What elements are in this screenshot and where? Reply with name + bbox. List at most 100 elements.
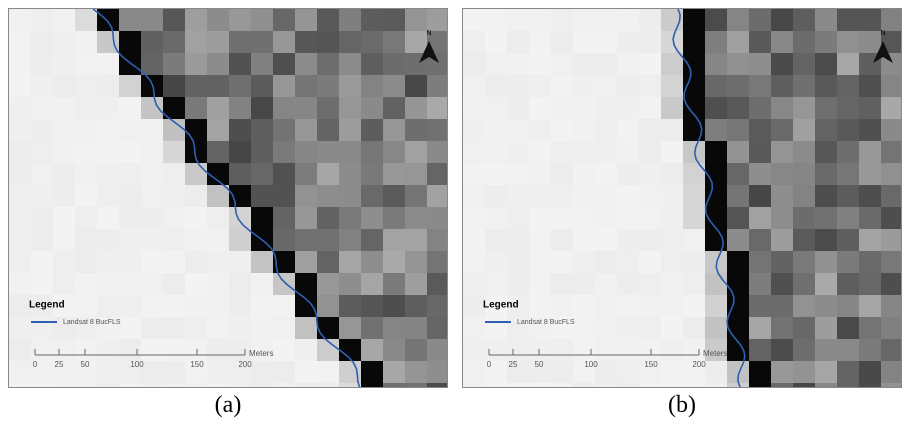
pixel [9, 339, 31, 361]
pixel [463, 229, 485, 251]
pixel [163, 273, 185, 295]
pixel [361, 163, 383, 185]
pixel [295, 9, 317, 31]
pixel [75, 9, 97, 31]
pixel [97, 97, 119, 119]
pixel [141, 53, 163, 75]
pixel [771, 361, 793, 383]
pixel [815, 141, 837, 163]
pixel [551, 361, 573, 383]
pixel [163, 75, 185, 97]
pixel [141, 383, 163, 387]
pixel [141, 141, 163, 163]
scale-label: 150 [190, 360, 204, 369]
pixel [339, 383, 361, 387]
pixel [551, 229, 573, 251]
pixel [771, 185, 793, 207]
pixel [119, 97, 141, 119]
north-arrow [419, 41, 439, 63]
pixel [881, 75, 901, 97]
pixel [815, 9, 837, 31]
pixel [617, 9, 639, 31]
pixel [793, 185, 815, 207]
pixel [207, 119, 229, 141]
pixel [881, 31, 901, 53]
pixel [405, 31, 427, 53]
pixel [339, 251, 361, 273]
pixel [339, 97, 361, 119]
pixel [427, 361, 447, 383]
pixel [383, 207, 405, 229]
pixel [837, 163, 859, 185]
pixel [251, 383, 273, 387]
pixel [295, 207, 317, 229]
pixel [53, 141, 75, 163]
pixel [573, 31, 595, 53]
pixel [31, 229, 53, 251]
pixel [705, 229, 727, 251]
pixel [163, 251, 185, 273]
pixel [507, 251, 529, 273]
pixel [361, 185, 383, 207]
pixel [595, 251, 617, 273]
pixel [463, 185, 485, 207]
pixel [207, 141, 229, 163]
pixel [361, 251, 383, 273]
pixel [463, 273, 485, 295]
pixel [529, 383, 551, 387]
pixel [361, 9, 383, 31]
pixel [97, 31, 119, 53]
pixel [595, 97, 617, 119]
pixel [617, 251, 639, 273]
pixel [837, 9, 859, 31]
pixel [141, 9, 163, 31]
pixel [683, 251, 705, 273]
pixel [9, 317, 31, 339]
pixel [793, 317, 815, 339]
pixel [31, 9, 53, 31]
pixel [31, 163, 53, 185]
pixel [771, 273, 793, 295]
pixel [463, 53, 485, 75]
pixel [163, 163, 185, 185]
pixel [427, 229, 447, 251]
pixel [273, 141, 295, 163]
pixel [529, 9, 551, 31]
scale-unit: Meters [703, 349, 727, 358]
pixel [463, 317, 485, 339]
pixel [339, 273, 361, 295]
pixel [573, 141, 595, 163]
scale-label: 0 [33, 360, 38, 369]
pixel [273, 383, 295, 387]
pixel [881, 339, 901, 361]
pixel [427, 31, 447, 53]
pixel [639, 53, 661, 75]
pixel [683, 229, 705, 251]
pixel [617, 273, 639, 295]
pixel [75, 163, 97, 185]
pixel [75, 383, 97, 387]
pixel [31, 185, 53, 207]
pixel [463, 339, 485, 361]
pixel [617, 163, 639, 185]
pixel [427, 163, 447, 185]
pixel [317, 251, 339, 273]
pixel [859, 185, 881, 207]
pixel [573, 163, 595, 185]
pixel [705, 141, 727, 163]
pixel [9, 97, 31, 119]
pixel [859, 339, 881, 361]
pixel [163, 141, 185, 163]
pixel [317, 119, 339, 141]
pixel [705, 119, 727, 141]
pixel [207, 207, 229, 229]
pixel [273, 317, 295, 339]
pixel [551, 273, 573, 295]
pixel [749, 383, 771, 387]
pixel [595, 229, 617, 251]
pixel [881, 207, 901, 229]
pixel [705, 9, 727, 31]
pixel [859, 31, 881, 53]
pixel [339, 163, 361, 185]
pixel [185, 317, 207, 339]
